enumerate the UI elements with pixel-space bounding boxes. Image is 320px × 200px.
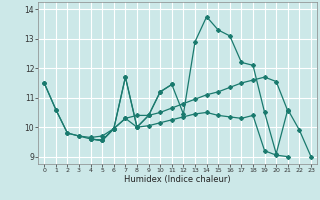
X-axis label: Humidex (Indice chaleur): Humidex (Indice chaleur) (124, 175, 231, 184)
